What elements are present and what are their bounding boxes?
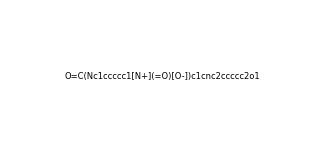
Text: O=C(Nc1ccccc1[N+](=O)[O-])c1cnc2ccccc2o1: O=C(Nc1ccccc1[N+](=O)[O-])c1cnc2ccccc2o1 — [64, 73, 260, 81]
